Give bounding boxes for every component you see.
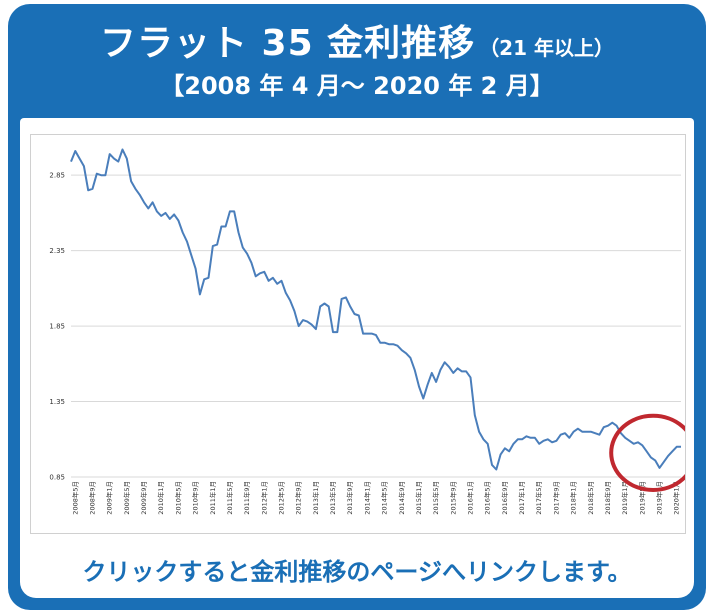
x-tick-label: 2012年5月 xyxy=(276,481,285,515)
x-tick-label: 2014年1月 xyxy=(362,481,371,515)
x-tick-label: 2019年9月 xyxy=(655,481,664,515)
chart-frame: 0.85 1.35 1.85 2.35 2.85 2008年5月 2008年9月 2009年… xyxy=(30,134,686,534)
x-tick-label: 2017年1月 xyxy=(517,481,526,515)
x-tick-label: 2009年1月 xyxy=(105,481,114,515)
x-tick-label: 2012年1月 xyxy=(259,481,268,515)
x-tick-label: 2020年1月 xyxy=(672,481,681,515)
x-tick-label: 2010年5月 xyxy=(173,481,182,515)
x-tick-label: 2019年5月 xyxy=(637,481,646,515)
chart-panel: 0.85 1.35 1.85 2.35 2.85 2008年5月 2008年9月 2009年… xyxy=(20,118,694,598)
x-tick-label: 2015年5月 xyxy=(431,481,440,515)
x-tick-label: 2009年9月 xyxy=(139,481,148,515)
x-tick-label: 2013年1月 xyxy=(311,481,320,515)
y-tick-label: 2.85 xyxy=(49,172,65,180)
x-tick-label: 2016年5月 xyxy=(483,481,492,515)
x-tick-label: 2015年9月 xyxy=(448,481,457,515)
x-axis-ticks: 2008年5月 2008年9月 2009年1月 2009年5月 2009年9月 2010年… xyxy=(70,481,680,515)
x-tick-label: 2014年9月 xyxy=(397,481,406,515)
x-tick-label: 2011年5月 xyxy=(225,481,234,515)
highlight-circle xyxy=(609,413,685,492)
x-tick-label: 2017年9月 xyxy=(551,481,560,515)
title-sub: （21 年以上） xyxy=(479,36,614,60)
link-text[interactable]: クリックすると金利推移のページへリンクします。 xyxy=(82,558,632,586)
x-tick-label: 2019年1月 xyxy=(620,481,629,515)
y-tick-label: 0.85 xyxy=(49,474,65,482)
rate-series-line xyxy=(70,148,681,471)
y-axis-ticks: 0.85 1.35 1.85 2.35 2.85 xyxy=(49,172,65,482)
x-tick-label: 2013年5月 xyxy=(328,481,337,515)
grid-lines xyxy=(71,174,681,478)
x-tick-label: 2018年1月 xyxy=(569,481,578,515)
x-tick-label: 2013年9月 xyxy=(345,481,354,515)
x-tick-label: 2018年9月 xyxy=(603,481,612,515)
rate-line-chart: 0.85 1.35 1.85 2.35 2.85 2008年5月 2008年9月 2009年… xyxy=(49,148,685,515)
x-tick-label: 2018年5月 xyxy=(586,481,595,515)
x-tick-label: 2014年5月 xyxy=(380,481,389,515)
x-tick-label: 2011年1月 xyxy=(208,481,217,515)
x-tick-label: 2010年9月 xyxy=(191,481,200,515)
y-tick-label: 1.85 xyxy=(49,323,65,331)
x-tick-label: 2015年1月 xyxy=(414,481,423,515)
x-tick-label: 2008年9月 xyxy=(87,481,96,515)
y-tick-label: 2.35 xyxy=(49,247,65,255)
x-tick-label: 2012年9月 xyxy=(294,481,303,515)
x-tick-label: 2009年5月 xyxy=(122,481,131,515)
x-tick-label: 2008年5月 xyxy=(70,481,79,515)
x-tick-label: 2016年1月 xyxy=(466,481,475,515)
flat35-rate-banner-link[interactable]: フラット 35 金利推移 （21 年以上） 【2008 年 4 月～ 2020 年… xyxy=(8,4,706,610)
x-tick-label: 2017年5月 xyxy=(534,481,543,515)
title-main: フラット 35 金利推移 xyxy=(100,23,476,64)
y-tick-label: 1.35 xyxy=(49,398,65,406)
x-tick-label: 2011年9月 xyxy=(242,481,251,515)
x-tick-label: 2016年9月 xyxy=(500,481,509,515)
x-tick-label: 2010年1月 xyxy=(156,481,165,515)
chart-title: フラット 35 金利推移 （21 年以上） xyxy=(8,14,706,66)
chart-period: 【2008 年 4 月～ 2020 年 2 月】 xyxy=(160,72,554,100)
